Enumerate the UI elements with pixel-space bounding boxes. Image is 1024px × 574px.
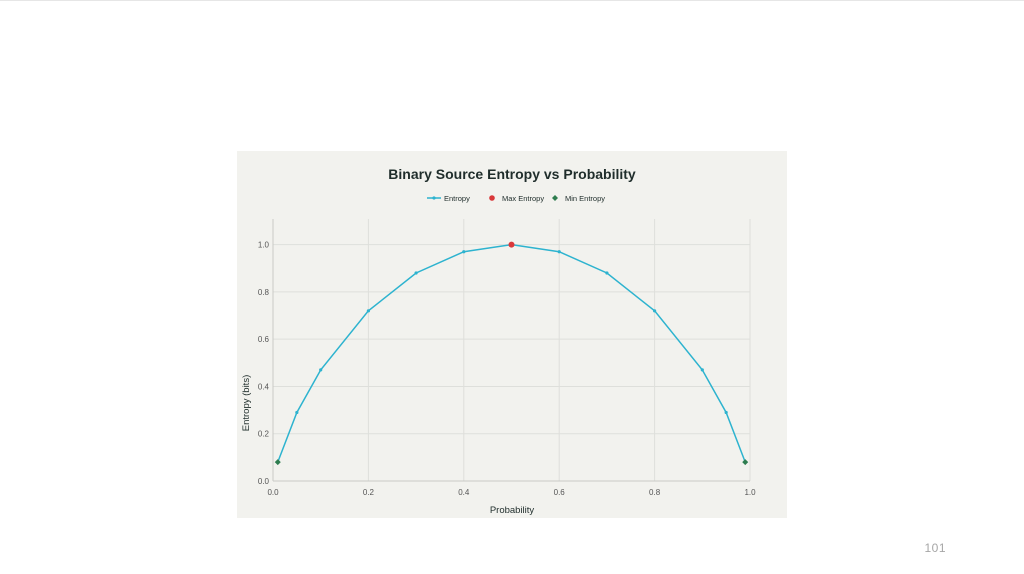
x-tick-label: 1.0 [744, 488, 756, 497]
entropy-point [295, 410, 299, 415]
x-tick-label: 0.0 [267, 488, 279, 497]
top-rule [0, 0, 1024, 1]
chart-title: Binary Source Entropy vs Probability [388, 166, 636, 182]
legend-label: Entropy [444, 194, 470, 203]
min-entropy-marker [742, 459, 749, 466]
legend-label: Min Entropy [565, 194, 605, 203]
x-tick-label: 0.6 [554, 488, 566, 497]
legend-label: Max Entropy [502, 194, 544, 203]
x-axis-label: Probability [490, 505, 535, 516]
x-tick-label: 0.8 [649, 488, 661, 497]
y-tick-label: 0.6 [258, 335, 270, 344]
entropy-point [557, 250, 561, 254]
entropy-point [366, 309, 370, 313]
entropy-chart: Binary Source Entropy vs Probability Ent… [241, 166, 756, 516]
chart-legend: Entropy Max Entropy Min Entropy [427, 194, 605, 203]
entropy-point [700, 368, 704, 372]
entropy-point [414, 271, 418, 275]
y-tick-label: 0.4 [258, 382, 270, 391]
entropy-point [605, 271, 609, 275]
y-axis-label: Entropy (bits) [241, 375, 252, 432]
entropy-point [319, 368, 323, 372]
y-tick-label: 0.8 [258, 288, 270, 297]
legend-entropy-swatch-dot [432, 196, 436, 200]
axes [272, 219, 750, 482]
series-layer [274, 241, 749, 466]
x-tick-label: 0.4 [458, 488, 470, 497]
legend-max-entropy-swatch [489, 195, 495, 201]
grid-lines [272, 219, 751, 482]
tick-labels: 0.0 0.2 0.4 0.6 0.8 1.0 0.0 0.2 0.4 0.6 0.8 1.0 [258, 241, 756, 497]
entropy-point [724, 410, 728, 415]
entropy-point [462, 250, 466, 254]
page-number: 101 [924, 541, 946, 555]
x-tick-label: 0.2 [363, 488, 375, 497]
min-entropy-marker [274, 459, 281, 466]
entropy-line [277, 243, 746, 463]
y-tick-label: 0.0 [258, 477, 270, 486]
entropy-point [653, 309, 657, 313]
y-tick-label: 1.0 [258, 241, 270, 250]
y-tick-label: 0.2 [258, 430, 270, 439]
chart-panel: Binary Source Entropy vs Probability Ent… [237, 151, 787, 518]
legend-min-entropy-swatch [552, 195, 558, 201]
max-entropy-marker [508, 241, 515, 248]
